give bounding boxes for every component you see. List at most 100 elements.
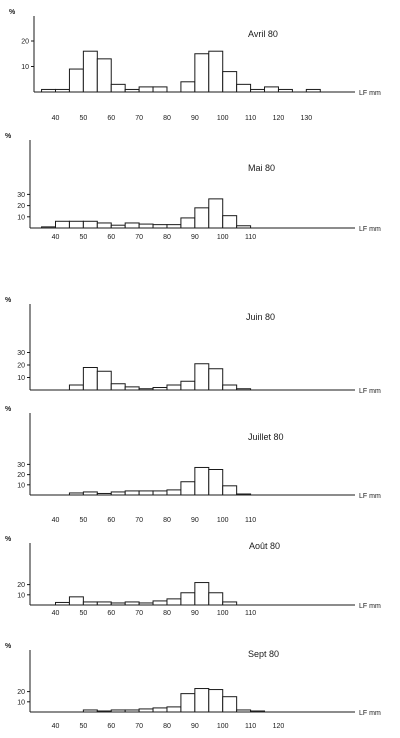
y-tick-label: 10 (17, 482, 25, 489)
y-tick-label: 10 (21, 64, 29, 71)
histogram-bar (194, 466, 210, 496)
histogram-bar (82, 491, 98, 496)
histogram-bar (138, 223, 154, 229)
histogram-bar (138, 708, 154, 713)
histogram-bar (110, 224, 126, 229)
histogram-bar (166, 224, 182, 229)
panel-title: Juillet 80 (248, 432, 284, 442)
y-axis-unit-label: % (5, 297, 12, 304)
x-tick-label: 100 (217, 234, 229, 241)
x-tick-label: 90 (191, 723, 199, 730)
histogram-bar (110, 83, 126, 93)
histogram-bar (222, 384, 238, 391)
histogram-bar (166, 706, 182, 713)
x-tick-label: 130 (300, 115, 312, 122)
histogram-bar (124, 601, 140, 606)
histogram-bar (82, 709, 98, 713)
histogram-bar (152, 490, 168, 496)
x-axis-unit-label: LF mm (359, 90, 381, 97)
histogram-panel-1: % 10 20 Avril 80 LF mm 40 50 60 70 80 90 100 110 120 1… (9, 9, 381, 122)
histogram-panel-3: % 10 20 30 Juin 80 LF mm (5, 297, 381, 395)
x-tick-label: 110 (245, 115, 256, 122)
histogram-bar (166, 598, 182, 606)
x-tick-label: 120 (273, 723, 285, 730)
histogram-bar (166, 384, 182, 391)
histogram-bar (152, 600, 168, 606)
histogram-bar (82, 220, 98, 229)
histogram-bar (236, 83, 252, 93)
x-tick-label: 100 (217, 610, 229, 617)
x-tick-label: 50 (79, 115, 87, 122)
histogram-bar (236, 225, 252, 229)
histogram-bar (138, 490, 154, 496)
histogram-panel-5: % 10 20 Août 80 LF mm 40 50 60 70 80 90 100 110 (5, 536, 381, 617)
x-tick-label: 70 (135, 723, 143, 730)
x-tick-label: 100 (217, 115, 229, 122)
x-tick-label: 40 (52, 610, 60, 617)
panel-title: Avril 80 (248, 29, 278, 39)
x-tick-label: 60 (107, 610, 115, 617)
y-tick-label: 20 (17, 363, 25, 370)
x-tick-label: 90 (191, 115, 199, 122)
histogram-bar (68, 220, 84, 229)
histogram-bar (277, 88, 293, 93)
histogram-bar (68, 68, 84, 93)
y-axis-unit-label: % (9, 9, 16, 16)
histogram-bar (68, 492, 84, 496)
histogram-bar (124, 88, 140, 93)
histogram-bar (41, 88, 56, 93)
histogram-bar (194, 582, 210, 606)
x-tick-label: 40 (52, 115, 60, 122)
x-tick-label: 60 (107, 723, 115, 730)
histogram-bar (110, 602, 126, 606)
histogram-bar (110, 709, 126, 713)
histogram-bar (180, 217, 196, 229)
histogram-bar (138, 86, 154, 93)
x-tick-label: 100 (217, 723, 229, 730)
histogram-bar (68, 384, 84, 391)
y-axis-unit-label: % (5, 536, 12, 543)
histogram-panel-6: % 10 20 Sept 80 LF mm 40 50 60 70 80 90 100 110 120 (5, 643, 381, 730)
histogram-bar (41, 226, 56, 229)
histogram-bar (96, 710, 112, 713)
x-tick-label: 110 (245, 610, 256, 617)
x-axis-unit-label: LF mm (359, 388, 381, 395)
panel-title: Juin 80 (246, 312, 275, 322)
histogram-bar (124, 709, 140, 713)
histogram-bar (124, 222, 140, 229)
histogram-bar (82, 50, 98, 93)
x-tick-label: 100 (217, 517, 229, 524)
panel-title: Mai 80 (248, 163, 275, 173)
histogram-bar (194, 363, 210, 391)
x-tick-label: 60 (107, 115, 115, 122)
y-tick-label: 30 (17, 350, 25, 357)
histogram-bar (96, 492, 112, 496)
x-tick-label: 40 (52, 517, 60, 524)
x-tick-label: 70 (135, 517, 143, 524)
histogram-bar (264, 86, 279, 93)
histogram-bar (208, 198, 224, 229)
x-axis-unit-label: LF mm (359, 710, 381, 717)
y-tick-label: 10 (17, 214, 25, 221)
x-tick-label: 110 (245, 234, 256, 241)
y-tick-label: 20 (17, 582, 25, 589)
histogram-bar (152, 86, 168, 93)
x-tick-label: 50 (79, 234, 87, 241)
x-tick-label: 60 (107, 517, 115, 524)
histogram-bar (208, 50, 224, 93)
histogram-bar (222, 215, 238, 229)
x-tick-label: 70 (135, 115, 143, 122)
x-tick-label: 120 (273, 115, 285, 122)
y-axis-unit-label: % (5, 406, 12, 413)
histogram-panel-4: % 10 20 30 Juillet 80 LF mm 40 50 60 70 80 90 100 110 (5, 406, 381, 524)
x-tick-label: 70 (135, 610, 143, 617)
x-tick-label: 110 (245, 517, 256, 524)
histogram-bar (96, 370, 112, 391)
histogram-bar (222, 696, 238, 713)
histogram-bar (208, 469, 224, 496)
histogram-bar (110, 491, 126, 496)
x-tick-label: 90 (191, 234, 199, 241)
histogram-bar (152, 224, 168, 229)
histogram-bar (208, 689, 224, 713)
histogram-bar (82, 601, 98, 606)
